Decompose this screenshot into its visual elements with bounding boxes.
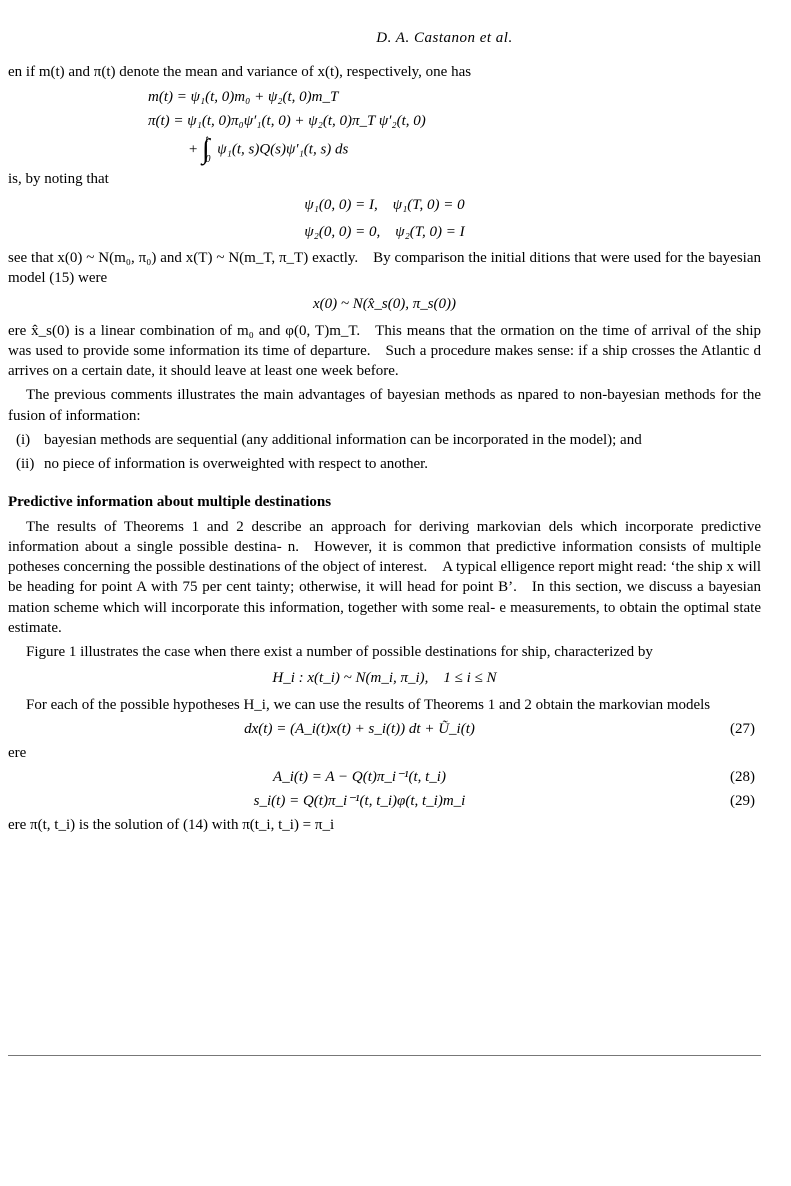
paragraph: ere	[8, 743, 761, 763]
equation-number: (27)	[711, 719, 761, 739]
list-marker: (i)	[16, 430, 44, 450]
paragraph: see that x(0) ~ N(m₀, π₀) and x(T) ~ N(m…	[8, 248, 761, 289]
integral-upper: t	[206, 135, 211, 145]
paragraph: For each of the possible hypotheses H_i,…	[8, 695, 761, 715]
equation-integral: + ∫ t 0 ψ₁(t, s)Q(s)ψ′₁(t, s) ds	[188, 135, 761, 165]
equation-number: (28)	[711, 767, 761, 787]
equation-si: s_i(t) = Q(t)π_i⁻¹(t, t_i)φ(t, t_i)m_i	[8, 791, 711, 811]
integral-lower: 0	[206, 155, 211, 165]
equation-row: A_i(t) = A − Q(t)π_i⁻¹(t, t_i) (28)	[8, 767, 761, 787]
paragraph: is, by noting that	[8, 169, 761, 189]
integral-body: ψ₁(t, s)Q(s)ψ′₁(t, s) ds	[217, 141, 348, 157]
equation-psi2: ψ₂(0, 0) = 0, ψ₂(T, 0) = I	[8, 222, 761, 242]
eq-plus: +	[188, 141, 202, 157]
equation-m: m(t) = ψ₁(t, 0)m₀ + ψ₂(t, 0)m_T	[148, 87, 761, 107]
paragraph: The previous comments illustrates the ma…	[8, 385, 761, 426]
paragraph: Figure 1 illustrates the case when there…	[8, 642, 761, 662]
equation-number: (29)	[711, 791, 761, 811]
list-marker: (ii)	[16, 454, 44, 474]
equation-row: dx(t) = (A_i(t)x(t) + s_i(t)) dt + Ũ_i(t…	[8, 719, 761, 739]
equation-pi: π(t) = ψ₁(t, 0)π₀ψ′₁(t, 0) + ψ₂(t, 0)π_T…	[148, 111, 761, 131]
paragraph: ere π(t, t_i) is the solution of (14) wi…	[8, 815, 761, 835]
list-item: (i) bayesian methods are sequential (any…	[16, 430, 761, 450]
paragraph: en if m(t) and π(t) denote the mean and …	[8, 62, 761, 82]
equation-x0: x(0) ~ N(x̂_s(0), π_s(0))	[8, 294, 761, 314]
paragraph: The results of Theorems 1 and 2 describe…	[8, 517, 761, 639]
running-head: D. A. Castanon et al.	[8, 28, 761, 48]
paragraph: ere x̂_s(0) is a linear combination of m…	[8, 321, 761, 382]
equation-Hi: H_i : x(t_i) ~ N(m_i, π_i), 1 ≤ i ≤ N	[8, 668, 761, 688]
equation-dx: dx(t) = (A_i(t)x(t) + s_i(t)) dt + Ũ_i(t…	[8, 719, 711, 739]
list-body: no piece of information is overweighted …	[44, 454, 761, 474]
equation-psi1: ψ₁(0, 0) = I, ψ₁(T, 0) = 0	[8, 195, 761, 215]
list-item: (ii) no piece of information is overweig…	[16, 454, 761, 474]
integral-sign: ∫ t 0	[202, 135, 214, 165]
equation-row: s_i(t) = Q(t)π_i⁻¹(t, t_i)φ(t, t_i)m_i (…	[8, 791, 761, 811]
section-title: Predictive information about multiple de…	[8, 492, 761, 512]
equation-Ai: A_i(t) = A − Q(t)π_i⁻¹(t, t_i)	[8, 767, 711, 787]
list-body: bayesian methods are sequential (any add…	[44, 430, 761, 450]
footer-rule	[8, 1055, 761, 1056]
